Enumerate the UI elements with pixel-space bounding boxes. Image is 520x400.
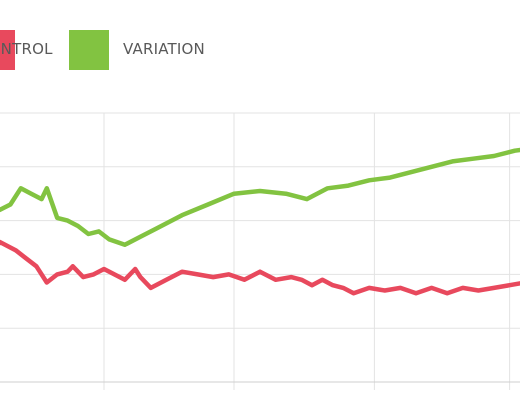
data-point-control-19 bbox=[196, 272, 200, 276]
data-point-control-29 bbox=[331, 283, 335, 287]
data-point-variation-23 bbox=[346, 184, 350, 188]
data-point-control-9 bbox=[81, 275, 85, 279]
data-point-control-18 bbox=[180, 270, 184, 274]
data-point-variation-7 bbox=[55, 216, 59, 220]
series-line-control[interactable] bbox=[0, 239, 520, 296]
data-point-control-36 bbox=[430, 286, 434, 290]
data-point-control-13 bbox=[123, 278, 127, 282]
data-point-variation-15 bbox=[154, 227, 158, 231]
data-point-control-16 bbox=[149, 286, 153, 290]
series-lines bbox=[0, 147, 520, 296]
data-point-variation-29 bbox=[471, 157, 475, 161]
data-point-variation-10 bbox=[86, 232, 90, 236]
data-point-control-39 bbox=[476, 289, 480, 293]
data-point-control-12 bbox=[112, 272, 116, 276]
data-point-variation-14 bbox=[138, 235, 142, 239]
data-point-control-37 bbox=[445, 291, 449, 295]
data-point-variation-31 bbox=[513, 149, 517, 153]
data-point-control-23 bbox=[258, 270, 262, 274]
legend-swatch-variation[interactable] bbox=[69, 30, 109, 70]
data-point-control-41 bbox=[508, 283, 512, 287]
data-point-control-20 bbox=[211, 275, 215, 279]
data-point-control-27 bbox=[310, 283, 314, 287]
data-point-variation-11 bbox=[97, 229, 101, 233]
data-point-control-28 bbox=[320, 278, 324, 282]
data-point-variation-8 bbox=[66, 219, 70, 223]
data-point-control-32 bbox=[367, 286, 371, 290]
data-point-control-8 bbox=[71, 264, 75, 268]
data-point-variation-17 bbox=[206, 202, 210, 206]
data-point-control-40 bbox=[492, 286, 496, 290]
data-point-variation-5 bbox=[40, 197, 44, 201]
data-point-variation-22 bbox=[326, 186, 330, 190]
legend-swatch-control[interactable] bbox=[0, 30, 15, 70]
data-point-control-24 bbox=[274, 278, 278, 282]
data-point-variation-9 bbox=[76, 224, 80, 228]
data-point-variation-24 bbox=[367, 178, 371, 182]
data-point-variation-21 bbox=[305, 197, 309, 201]
data-point-control-25 bbox=[289, 275, 293, 279]
data-point-control-10 bbox=[92, 272, 96, 276]
data-point-control-5 bbox=[45, 280, 49, 284]
data-point-control-35 bbox=[414, 291, 418, 295]
data-point-control-21 bbox=[227, 272, 231, 276]
data-point-control-34 bbox=[398, 286, 402, 290]
data-point-control-33 bbox=[383, 289, 387, 293]
data-point-variation-26 bbox=[409, 170, 413, 174]
data-point-variation-12 bbox=[107, 237, 111, 241]
data-point-control-2 bbox=[14, 248, 18, 252]
legend-label-control[interactable]: CONTROL bbox=[0, 40, 53, 58]
data-point-variation-6 bbox=[45, 186, 49, 190]
data-point-variation-20 bbox=[284, 192, 288, 196]
data-point-control-26 bbox=[300, 278, 304, 282]
series-line-variation[interactable] bbox=[0, 147, 520, 248]
data-point-variation-19 bbox=[258, 189, 262, 193]
data-point-control-31 bbox=[352, 291, 356, 295]
data-point-control-6 bbox=[55, 272, 59, 276]
data-point-variation-27 bbox=[430, 165, 434, 169]
data-point-control-17 bbox=[164, 278, 168, 282]
data-point-control-4 bbox=[34, 264, 38, 268]
data-point-control-3 bbox=[24, 256, 28, 260]
data-point-control-22 bbox=[242, 278, 246, 282]
data-point-variation-28 bbox=[450, 159, 454, 163]
grid-lines bbox=[0, 112, 520, 390]
data-point-variation-13 bbox=[123, 243, 127, 247]
data-point-variation-30 bbox=[492, 154, 496, 158]
data-point-control-11 bbox=[102, 267, 106, 271]
data-point-variation-2 bbox=[8, 202, 12, 206]
data-point-variation-25 bbox=[388, 176, 392, 180]
data-point-control-38 bbox=[461, 286, 465, 290]
data-point-control-15 bbox=[138, 275, 142, 279]
data-point-variation-3 bbox=[19, 186, 23, 190]
legend-label-variation[interactable]: VARIATION bbox=[123, 40, 205, 58]
data-point-variation-18 bbox=[232, 192, 236, 196]
data-point-control-7 bbox=[66, 270, 70, 274]
data-point-variation-16 bbox=[180, 213, 184, 217]
data-point-variation-4 bbox=[29, 192, 33, 196]
data-point-control-30 bbox=[341, 286, 345, 290]
data-point-control-14 bbox=[133, 267, 137, 271]
